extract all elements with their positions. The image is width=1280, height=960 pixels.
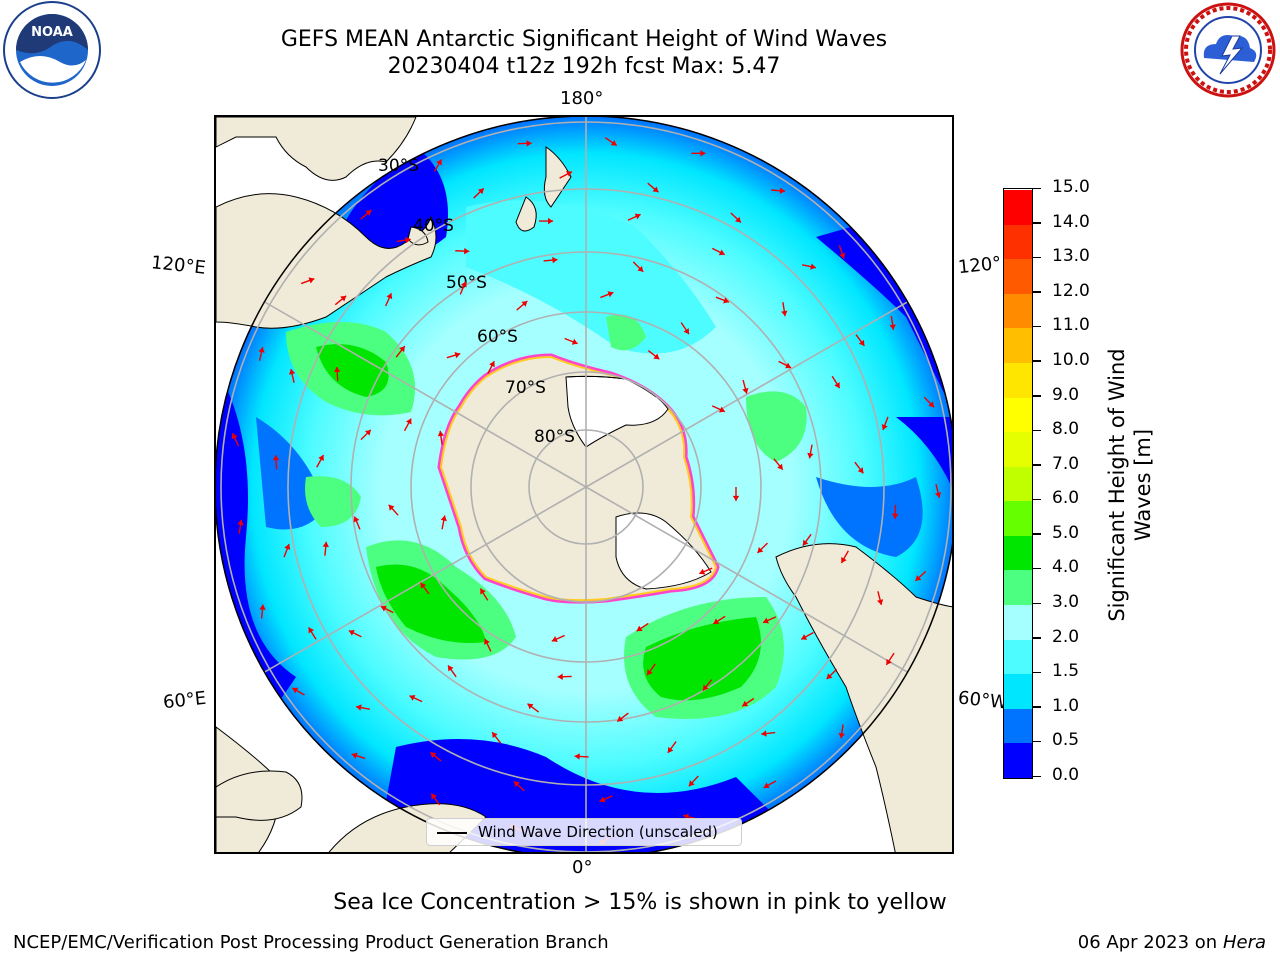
colorbar bbox=[1003, 188, 1033, 779]
colorbar-tick-label: 4.0 bbox=[1052, 559, 1079, 576]
colorbar-tick bbox=[1033, 637, 1041, 639]
colorbar-tick-label: 1.5 bbox=[1052, 663, 1079, 680]
colorbar-tick bbox=[1033, 533, 1041, 535]
colorbar-tick-label: 1.0 bbox=[1052, 698, 1079, 715]
colorbar-segment bbox=[1004, 397, 1032, 432]
colorbar-tick bbox=[1033, 257, 1041, 259]
colorbar-segment bbox=[1004, 259, 1032, 294]
colorbar-segment bbox=[1004, 362, 1032, 397]
lon-label-60e: 60°E bbox=[162, 688, 207, 713]
colorbar-segment bbox=[1004, 432, 1032, 467]
colorbar-segment bbox=[1004, 328, 1032, 363]
map-panel: 30°S 40°S 50°S 60°S 70°S 80°S bbox=[214, 115, 954, 854]
legend-label: Wind Wave Direction (unscaled) bbox=[478, 823, 718, 841]
colorbar-tick bbox=[1033, 568, 1041, 570]
colorbar-segment bbox=[1004, 570, 1032, 605]
colorbar-title: Significant Height of Wind Waves [m] bbox=[1104, 325, 1156, 645]
footer-machine: Hera bbox=[1223, 932, 1266, 953]
chart-subtitle: 20230404 t12z 192h fcst Max: 5.47 bbox=[200, 54, 968, 80]
lat-label-60s: 60°S bbox=[477, 327, 518, 347]
colorbar-tick bbox=[1033, 672, 1041, 674]
colorbar-tick-label: 10.0 bbox=[1052, 352, 1090, 369]
colorbar-tick bbox=[1033, 430, 1041, 432]
colorbar-tick bbox=[1033, 706, 1041, 708]
chart-title: GEFS MEAN Antarctic Significant Height o… bbox=[200, 27, 968, 53]
footer-credit: NCEP/EMC/Verification Post Processing Pr… bbox=[13, 932, 609, 953]
colorbar-tick bbox=[1033, 222, 1041, 224]
legend-line-swatch bbox=[437, 832, 467, 834]
map-legend: Wind Wave Direction (unscaled) bbox=[426, 818, 742, 846]
lat-label-80s: 80°S bbox=[534, 427, 575, 447]
footer-date-text: 06 Apr 2023 on bbox=[1078, 932, 1223, 953]
lat-label-70s: 70°S bbox=[505, 378, 546, 398]
colorbar-segment bbox=[1004, 224, 1032, 259]
colorbar-tick bbox=[1033, 499, 1041, 501]
polar-map: 30°S 40°S 50°S 60°S 70°S 80°S bbox=[216, 117, 954, 854]
colorbar-tick-label: 3.0 bbox=[1052, 594, 1079, 611]
lat-label-40s: 40°S bbox=[413, 216, 454, 236]
colorbar-tick-label: 0.5 bbox=[1052, 732, 1079, 749]
colorbar-tick-label: 6.0 bbox=[1052, 490, 1079, 507]
colorbar-tick-label: 0.0 bbox=[1052, 767, 1079, 784]
lon-label-120w: 120° bbox=[957, 253, 1002, 278]
colorbar-segment bbox=[1004, 501, 1032, 536]
colorbar-segment bbox=[1004, 639, 1032, 674]
colorbar-tick-label: 7.0 bbox=[1052, 456, 1079, 473]
colorbar-segment bbox=[1004, 708, 1032, 743]
colorbar-segment bbox=[1004, 466, 1032, 501]
colorbar-tick-label: 14.0 bbox=[1052, 214, 1090, 231]
colorbar-tick-label: 13.0 bbox=[1052, 248, 1090, 265]
colorbar-tick bbox=[1033, 603, 1041, 605]
footer-date: 06 Apr 2023 on Hera bbox=[1078, 932, 1266, 953]
colorbar-tick-label: 2.0 bbox=[1052, 629, 1079, 646]
colorbar-segment bbox=[1004, 743, 1032, 778]
colorbar-tick bbox=[1033, 326, 1041, 328]
lon-label-0: 0° bbox=[572, 857, 592, 878]
colorbar-segment bbox=[1004, 293, 1032, 328]
noaa-logo-text: NOAA bbox=[31, 25, 73, 40]
colorbar-tick bbox=[1033, 188, 1041, 190]
colorbar-title-line1: Significant Height of Wind bbox=[1104, 325, 1130, 645]
colorbar-segment bbox=[1004, 605, 1032, 640]
lon-label-60w: 60°W bbox=[957, 687, 1009, 713]
colorbar-title-line2: Waves [m] bbox=[1130, 325, 1156, 645]
colorbar-tick-label: 8.0 bbox=[1052, 421, 1079, 438]
colorbar-tick bbox=[1033, 360, 1041, 362]
lon-label-180: 180° bbox=[560, 88, 603, 109]
lat-label-50s: 50°S bbox=[446, 273, 487, 293]
sea-ice-footnote: Sea Ice Concentration > 15% is shown in … bbox=[0, 890, 1280, 915]
colorbar-segment bbox=[1004, 190, 1032, 225]
lon-label-120e: 120°E bbox=[150, 252, 207, 279]
colorbar-tick-label: 11.0 bbox=[1052, 317, 1090, 334]
noaa-logo-icon: NOAA bbox=[0, 0, 104, 104]
colorbar-segment bbox=[1004, 674, 1032, 709]
colorbar-tick bbox=[1033, 395, 1041, 397]
colorbar-tick-label: 12.0 bbox=[1052, 283, 1090, 300]
colorbar-tick bbox=[1033, 291, 1041, 293]
lat-label-30s: 30°S bbox=[378, 156, 419, 176]
colorbar-tick-label: 15.0 bbox=[1052, 179, 1090, 196]
colorbar-tick bbox=[1033, 464, 1041, 466]
colorbar-tick bbox=[1033, 776, 1041, 778]
colorbar-tick bbox=[1033, 741, 1041, 743]
colorbar-tick-label: 5.0 bbox=[1052, 525, 1079, 542]
colorbar-segment bbox=[1004, 535, 1032, 570]
nws-logo-icon bbox=[1176, 0, 1280, 104]
colorbar-tick-label: 9.0 bbox=[1052, 387, 1079, 404]
